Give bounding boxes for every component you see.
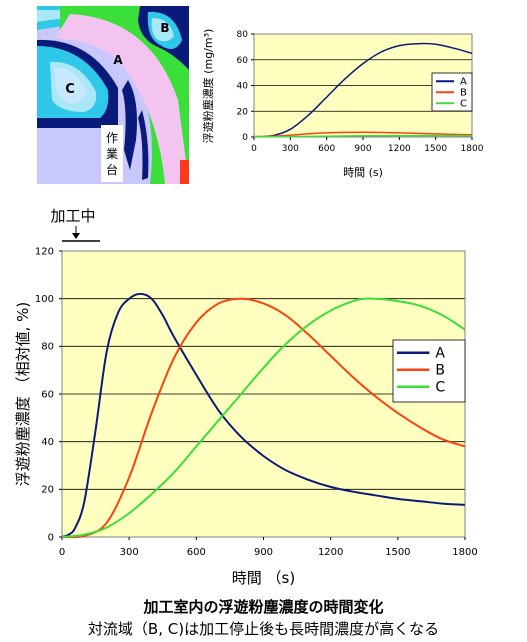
x-tick-label: 0 <box>59 547 65 558</box>
y-tick-label: 20 <box>237 107 249 117</box>
legend: ABC <box>392 339 466 403</box>
legend-label-b: B <box>435 362 445 378</box>
y-axis-label: 浮遊粉塵濃度 (mg/m³) <box>201 29 215 144</box>
x-tick-label: 1800 <box>452 547 477 558</box>
x-tick-label: 900 <box>354 144 371 154</box>
y-axis-label: 浮遊粉塵濃度 （相対値, %) <box>14 302 32 486</box>
workbench-label-2: 業 <box>106 147 118 161</box>
legend-label-b: B <box>460 88 467 99</box>
x-tick-label: 600 <box>318 144 335 154</box>
x-tick-label: 300 <box>282 144 299 154</box>
y-tick-label: 0 <box>242 133 248 143</box>
series-line-c <box>253 134 473 138</box>
y-tick-label: 120 <box>35 246 54 257</box>
series-line-c <box>61 297 466 538</box>
y-tick-label: 60 <box>237 56 249 66</box>
large-chart: 0 300 600 900 1200 1500 1800 0 20 40 60 80 100 120 時間 … <box>14 246 478 587</box>
x-axis-label: 時間 （s) <box>232 569 295 587</box>
workbench-label-1: 作 <box>106 131 118 145</box>
zone-a-region <box>55 14 189 184</box>
y-tick-label: 20 <box>41 485 54 496</box>
zone-label-c: C <box>65 82 75 97</box>
processing-marker: 加工中 <box>50 207 100 242</box>
series-line-b <box>61 297 466 539</box>
zone-label-b: B <box>160 21 169 35</box>
x-tick-label: 0 <box>251 144 257 154</box>
x-tick-label: 1200 <box>318 547 343 558</box>
small-chart: 0 300 600 900 1200 1500 1800 0 20 40 60 80 時間 (s) 浮遊粉… <box>201 29 484 179</box>
x-tick-label: 1500 <box>385 547 410 558</box>
legend-label-a: A <box>435 345 445 361</box>
figure-title: 加工室内の浮遊粉塵濃度の時間変化 <box>143 598 384 616</box>
x-tick-label: 300 <box>120 547 139 558</box>
series-line-a <box>61 292 466 538</box>
workbench <box>101 125 123 182</box>
legend-label-c: C <box>460 99 467 110</box>
y-tick-label: 60 <box>41 389 54 400</box>
processing-arrow-head <box>72 233 80 239</box>
x-axis-label: 時間 (s) <box>343 166 383 179</box>
x-tick-label: 600 <box>187 547 206 558</box>
x-tick-label: 900 <box>254 547 273 558</box>
y-tick-label: 80 <box>237 30 249 40</box>
y-tick-label: 0 <box>48 532 54 543</box>
floor-map: 作 業 台 A B C <box>37 6 189 184</box>
y-tick-label: 100 <box>35 294 54 305</box>
zone-label-a: A <box>113 53 123 67</box>
legend: ABC <box>431 72 473 112</box>
series-line-b <box>253 131 473 138</box>
figure-subtitle: 対流域（B, C)は加工停止後も長時間濃度が高くなる <box>87 620 440 638</box>
x-tick-label: 1500 <box>424 144 447 154</box>
legend-label-a: A <box>460 77 467 88</box>
series-line-a <box>253 42 473 138</box>
y-tick-label: 80 <box>41 342 54 353</box>
legend-label-c: C <box>435 379 445 395</box>
x-tick-label: 1200 <box>388 144 411 154</box>
y-tick-label: 40 <box>237 82 249 92</box>
zone-green-band <box>60 6 189 184</box>
processing-label: 加工中 <box>50 207 95 225</box>
workbench-label-3: 台 <box>106 162 118 177</box>
x-tick-label: 1800 <box>461 144 484 154</box>
y-tick-label: 40 <box>41 437 54 448</box>
